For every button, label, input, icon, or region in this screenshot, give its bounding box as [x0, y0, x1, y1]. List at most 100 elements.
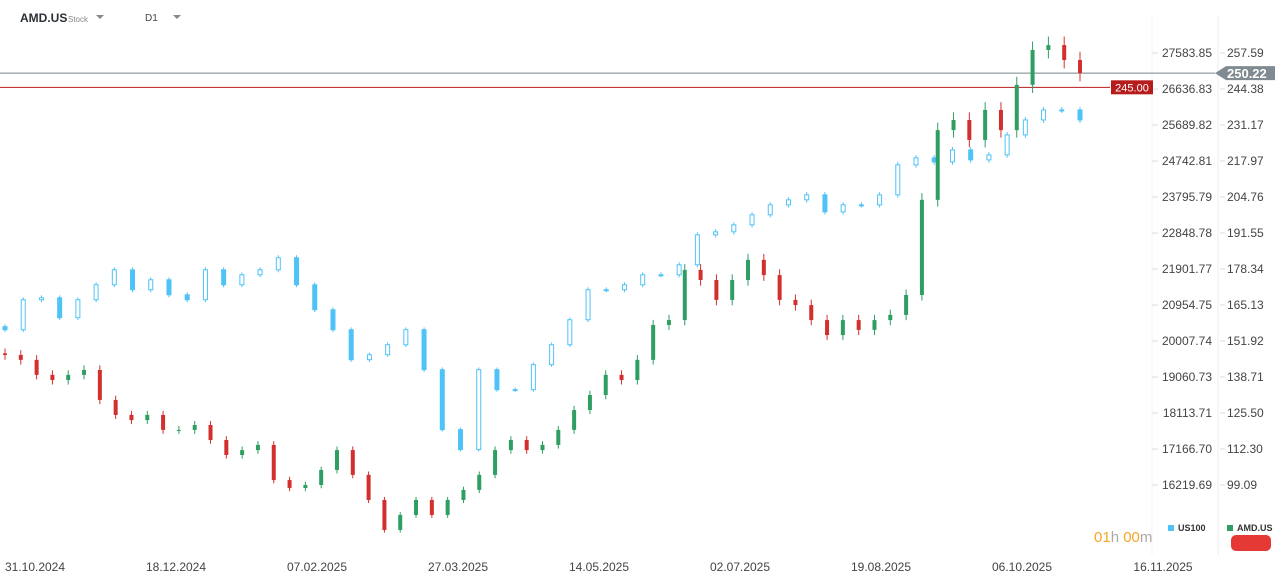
- us100-candle: [731, 224, 737, 233]
- amd-candle: [271, 444, 276, 481]
- amd-candle: [1078, 60, 1082, 74]
- x-tick-label: 27.03.2025: [428, 560, 488, 574]
- us100-candle: [348, 329, 354, 361]
- alert-price-label: 245.00: [1115, 82, 1149, 94]
- amd-candle: [603, 374, 608, 396]
- us100-candle: [512, 389, 518, 392]
- y-tick-left: 20954.75: [1162, 298, 1212, 312]
- y-tick-left: 27583.85: [1162, 46, 1212, 60]
- current-price-label: 250.22: [1227, 66, 1267, 81]
- amd-candle: [145, 414, 150, 421]
- amd-candle: [983, 109, 988, 140]
- amd-candle: [34, 359, 39, 375]
- amd-candle: [967, 120, 972, 140]
- amd-candle: [161, 414, 166, 430]
- us100-candle: [767, 204, 773, 216]
- us100-candle: [877, 194, 883, 206]
- timeframe-dropdown-icon[interactable]: [173, 15, 181, 19]
- us100-candle: [785, 199, 791, 206]
- amd-candle: [334, 450, 339, 470]
- y-tick-right: 125.50: [1227, 406, 1264, 420]
- us100-candle: [1041, 109, 1047, 121]
- amd-candle: [840, 320, 845, 336]
- us100-candle: [403, 329, 409, 346]
- amd-candle: [793, 299, 798, 306]
- us100-candle: [694, 234, 700, 266]
- y-tick-left: 26636.83: [1162, 82, 1212, 96]
- amd-candle: [651, 324, 656, 360]
- y-tick-right: 165.13: [1227, 298, 1264, 312]
- amd-candle: [50, 374, 55, 381]
- us100-candle: [257, 269, 263, 276]
- symbol-dropdown-icon[interactable]: [96, 15, 104, 19]
- us100-candle: [676, 264, 682, 276]
- y-tick-left: 19060.73: [1162, 370, 1212, 384]
- amd-candle: [698, 269, 703, 281]
- y-tick-right: 257.59: [1227, 46, 1264, 60]
- amd-candle: [524, 440, 529, 451]
- amd-candle: [508, 440, 513, 451]
- amd-candle: [382, 499, 387, 530]
- us100-candle: [294, 257, 300, 286]
- amd-candle: [1030, 49, 1035, 85]
- y-tick-right: 112.30: [1227, 442, 1263, 456]
- candle-timer: 01h 00m: [1094, 529, 1153, 546]
- us100-candle: [603, 289, 609, 292]
- amd-candle: [904, 295, 909, 315]
- us100-candle: [421, 329, 427, 371]
- amd-candle: [1014, 84, 1019, 131]
- us100-candle: [57, 297, 63, 319]
- amd-candle: [82, 369, 87, 375]
- y-tick-left: 17166.70: [1162, 442, 1212, 456]
- us100-candle: [202, 269, 208, 301]
- amd-candle: [809, 305, 814, 321]
- amd-candle: [303, 484, 308, 488]
- amd-candle: [856, 320, 861, 330]
- amd-candle: [477, 474, 482, 490]
- y-tick-left: 23795.79: [1162, 190, 1212, 204]
- x-tick-label: 16.11.2025: [1133, 560, 1192, 574]
- amd-candle: [777, 275, 782, 300]
- y-tick-right: 99.09: [1227, 478, 1257, 492]
- amd-candle: [287, 480, 292, 488]
- amd-swatch: [1227, 525, 1233, 531]
- amd-candle: [998, 109, 1003, 131]
- amd-candle: [429, 499, 434, 515]
- legend-us100[interactable]: US100: [1168, 523, 1206, 533]
- amd-candle: [951, 120, 956, 131]
- symbol-label[interactable]: AMD.US: [20, 11, 68, 25]
- x-tick-label: 14.05.2025: [569, 560, 629, 574]
- amd-candle: [224, 440, 229, 455]
- amd-candle: [366, 474, 371, 500]
- sell-button[interactable]: [1231, 535, 1271, 551]
- us100-candle: [148, 279, 154, 291]
- amd-candle: [255, 444, 260, 451]
- amd-candle: [682, 269, 687, 321]
- us100-candle: [1022, 119, 1028, 136]
- x-tick-label: 18.12.2024: [146, 560, 206, 574]
- y-tick-left: 24742.81: [1162, 154, 1212, 168]
- amd-candle: [240, 450, 245, 455]
- y-tick-right: 191.55: [1227, 226, 1264, 240]
- amd-candle: [414, 499, 419, 515]
- y-tick-left: 21901.77: [1162, 262, 1212, 276]
- us100-candle: [1059, 109, 1065, 112]
- alert-price-tag: [1111, 80, 1153, 95]
- amd-candle: [176, 429, 181, 431]
- legend-amd[interactable]: AMD.US: [1227, 523, 1273, 533]
- us100-candle: [239, 274, 245, 286]
- us100-candle: [312, 284, 318, 311]
- amd-candle: [208, 425, 213, 441]
- y-tick-right: 204.76: [1227, 190, 1264, 204]
- amd-candle: [398, 514, 403, 530]
- y-tick-right: 138.71: [1227, 370, 1264, 384]
- us100-candle: [385, 344, 391, 356]
- timeframe-select[interactable]: D1: [145, 13, 158, 24]
- amd-candle: [730, 280, 735, 300]
- y-tick-right: 244.38: [1227, 82, 1264, 96]
- us100-candle: [1077, 109, 1083, 121]
- amd-candle: [935, 130, 940, 200]
- us100-candle: [2, 326, 8, 331]
- y-tick-left: 18113.71: [1163, 406, 1212, 420]
